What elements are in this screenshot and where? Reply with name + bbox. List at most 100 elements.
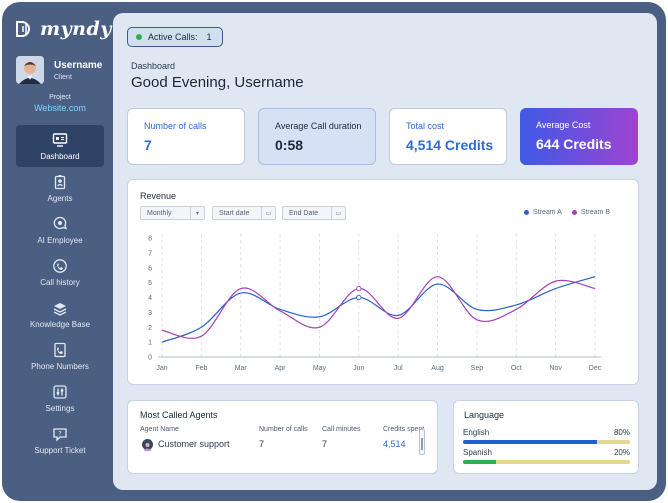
end-date-placeholder: End Date [289, 209, 319, 217]
y-tick-label: 6 [148, 265, 152, 272]
language-name: Spanish [463, 448, 492, 457]
sidebar-item-knowledge-base[interactable]: Knowledge Base [16, 293, 104, 335]
sidebar-item-label: Dashboard [40, 151, 80, 161]
project-info: Project Website.com [16, 94, 104, 113]
x-tick-label: Feb [195, 365, 207, 372]
page-title: Good Evening, Username [131, 74, 304, 91]
column-header-credits-spent: Credits spent [383, 426, 425, 433]
language-percent: 80% [613, 428, 630, 437]
sidebar-item-dashboard[interactable]: Dashboard [16, 125, 104, 167]
agent-credits: 4,514 [383, 439, 406, 449]
x-tick-label: Dec [589, 365, 602, 372]
y-tick-label: 7 [148, 250, 152, 257]
x-tick-label: Mar [235, 365, 248, 372]
sidebar-nav: Dashboard Agents AI Employee Call histor… [16, 125, 104, 461]
svg-text:?: ? [58, 430, 61, 437]
stat-card-average-cost[interactable]: Average Cost 644 Credits [520, 108, 638, 165]
legend-item-stream-b[interactable]: Stream B [571, 209, 610, 216]
table-scrollbar[interactable] [419, 429, 425, 455]
stat-value: 0:58 [275, 137, 304, 153]
user-role: Client [54, 73, 72, 81]
sidebar-item-agents[interactable]: Agents [16, 167, 104, 209]
active-calls-count: 1 [206, 32, 212, 42]
stat-label: Number of calls [144, 121, 207, 131]
period-value: Monthly [147, 209, 172, 217]
stat-card-total-cost[interactable]: Total cost 4,514 Credits [389, 108, 507, 165]
stat-card-average-call-duration[interactable]: Average Call duration 0:58 [258, 108, 376, 165]
phone-history-icon [53, 258, 67, 273]
y-tick-label: 5 [148, 280, 152, 287]
active-calls-badge[interactable]: Active Calls: 1 [127, 27, 223, 47]
stat-card-number-of-calls[interactable]: Number of calls 7 [127, 108, 245, 165]
active-calls-label: Active Calls: [148, 32, 198, 42]
calendar-icon: ▭ [331, 207, 345, 219]
language-card: Language English 80% Spanish 20% [453, 400, 639, 474]
start-date-placeholder: Start date [219, 209, 250, 217]
breadcrumb: Dashboard [131, 61, 176, 71]
series-line-stream-a[interactable] [161, 276, 596, 343]
x-tick-label: Oct [511, 365, 522, 372]
x-tick-label: Nov [549, 365, 562, 372]
chevron-down-icon: ▾ [190, 207, 204, 219]
agent-calls: 7 [259, 439, 265, 449]
language-progress-fill [463, 460, 497, 464]
sidebar-item-ai-employee[interactable]: AI Employee [16, 209, 104, 251]
hover-point-marker[interactable] [356, 294, 362, 301]
revenue-card: Revenue Monthly ▾ Start date ▭ End Date … [127, 179, 639, 385]
status-dot-icon [136, 34, 142, 40]
brand-name: myndy [40, 18, 112, 40]
sidebar-item-phone-numbers[interactable]: Phone Numbers [16, 335, 104, 377]
x-tick-label: Apr [275, 365, 287, 372]
stat-label: Average Cost [536, 120, 591, 130]
user-profile[interactable]: Username Client [16, 56, 102, 84]
column-header-agent-name: Agent Name [140, 426, 179, 433]
y-tick-label: 0 [148, 355, 152, 362]
y-tick-label: 1 [148, 340, 152, 347]
sidebar-item-label: AI Employee [37, 235, 83, 245]
avatar [16, 56, 44, 84]
brand-logo[interactable]: myndy [14, 18, 112, 40]
x-tick-label: Jul [394, 365, 403, 372]
calendar-icon: ▭ [261, 207, 275, 219]
language-row-english: English 80% [463, 428, 630, 444]
brand-mark-icon [16, 21, 30, 37]
hover-point-marker[interactable] [356, 285, 362, 292]
sidebar-item-label: Support Ticket [34, 445, 86, 455]
column-header-number-of-calls: Number of calls [259, 426, 308, 433]
language-name: English [463, 428, 490, 437]
agent-avatar [142, 439, 153, 451]
agents-title: Most Called Agents [140, 410, 218, 420]
start-date-input[interactable]: Start date ▭ [212, 206, 276, 220]
revenue-title: Revenue [140, 191, 177, 201]
end-date-input[interactable]: End Date ▭ [282, 206, 346, 220]
help-chat-icon: ? [53, 427, 67, 442]
agent-badge-icon [54, 174, 66, 189]
y-tick-label: 3 [148, 310, 152, 317]
language-progress-bar [463, 440, 630, 444]
language-row-spanish: Spanish 20% [463, 448, 630, 464]
phone-book-icon [54, 342, 66, 357]
sidebar-item-call-history[interactable]: Call history [16, 251, 104, 293]
language-title: Language [464, 410, 505, 420]
stat-label: Average Call duration [275, 121, 362, 131]
sidebar-item-label: Settings [45, 403, 75, 413]
sidebar-item-support-ticket[interactable]: ? Support Ticket [16, 419, 104, 461]
legend-swatch [524, 209, 530, 215]
project-site-link[interactable]: Website.com [34, 103, 86, 113]
sliders-icon [53, 384, 67, 399]
x-tick-label: Jan [156, 365, 167, 372]
period-select[interactable]: Monthly ▾ [140, 206, 205, 220]
series-line-stream-b[interactable] [161, 276, 596, 339]
legend-label: Stream A [533, 209, 562, 216]
agent-minutes: 7 [322, 439, 328, 449]
x-tick-label: Aug [431, 365, 444, 372]
scrollbar-thumb[interactable] [421, 438, 423, 450]
sidebar-item-label: Knowledge Base [29, 319, 91, 329]
legend-item-stream-a[interactable]: Stream A [524, 209, 562, 216]
language-percent: 20% [613, 448, 630, 457]
sidebar-item-settings[interactable]: Settings [16, 377, 104, 419]
sidebar-item-label: Agents [47, 193, 73, 203]
sidebar-item-label: Phone Numbers [31, 361, 89, 371]
dashboard-icon [52, 132, 68, 147]
y-tick-label: 4 [148, 295, 152, 302]
